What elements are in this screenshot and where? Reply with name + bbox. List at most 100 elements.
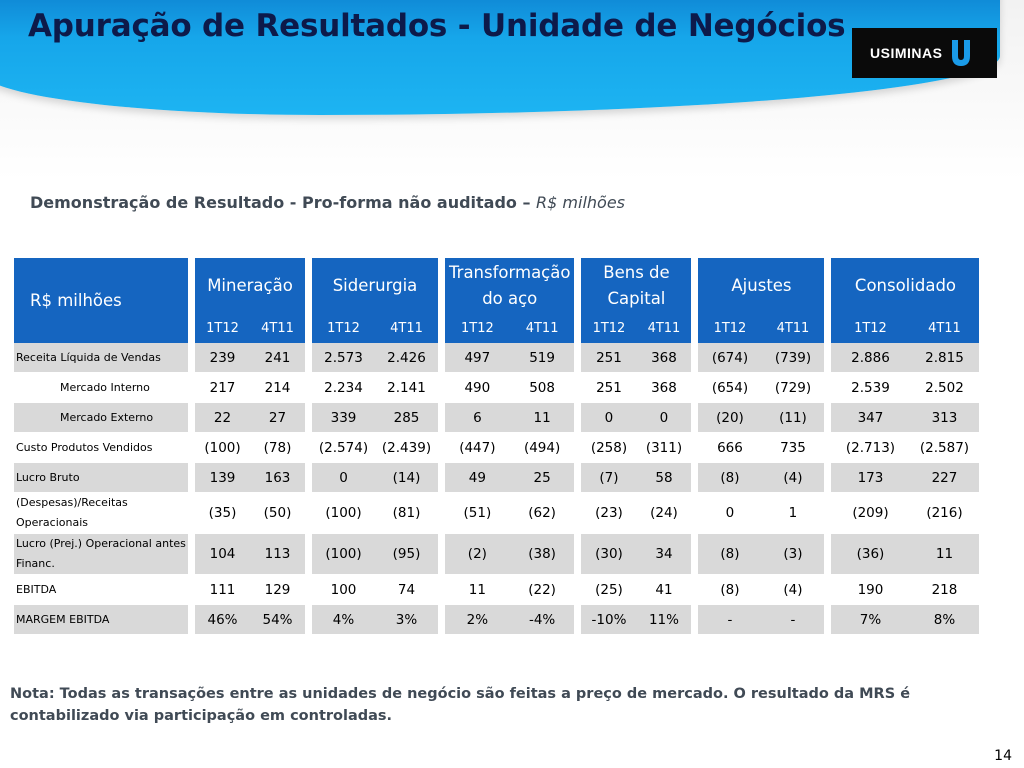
table-cell: (8) bbox=[698, 463, 762, 493]
table-subtitle: Demonstração de Resultado - Pro-forma nã… bbox=[30, 193, 625, 212]
table-cell: 129 bbox=[250, 575, 305, 605]
table-cell: 163 bbox=[250, 463, 305, 493]
table-cell: 54% bbox=[250, 605, 305, 635]
table-cell: (3) bbox=[761, 534, 825, 575]
table-cell: (38) bbox=[509, 534, 575, 575]
table-cell: - bbox=[698, 605, 762, 635]
period-header: 1T12 bbox=[195, 314, 250, 343]
table-row: Lucro Bruto 139 163 0 (14) 49 25 (7) 58 (8) (4) 173… bbox=[14, 463, 980, 493]
table-cell: 227 bbox=[909, 463, 980, 493]
table-cell: 104 bbox=[195, 534, 250, 575]
period-header: 1T12 bbox=[831, 314, 910, 343]
period-header: 4T11 bbox=[375, 314, 438, 343]
period-header: 1T12 bbox=[445, 314, 510, 343]
logo-u-mark-icon bbox=[950, 40, 972, 66]
table-cell: (81) bbox=[375, 493, 438, 534]
table-cell: (23) bbox=[581, 493, 637, 534]
table-cell: 7% bbox=[831, 605, 910, 635]
table-cell: 0 bbox=[312, 463, 375, 493]
group-header: Bens de Capital bbox=[581, 258, 692, 314]
table-cell: 251 bbox=[581, 373, 637, 403]
table-cell: 241 bbox=[250, 343, 305, 373]
table-cell: 214 bbox=[250, 373, 305, 403]
group-header: Ajustes bbox=[698, 258, 825, 314]
table-row: MARGEM EBITDA 46% 54% 4% 3% 2% -4% -10% 11% - -7% 8… bbox=[14, 605, 980, 635]
table-cell: (674) bbox=[698, 343, 762, 373]
table-cell: 4% bbox=[312, 605, 375, 635]
table-cell: (100) bbox=[195, 433, 250, 463]
period-header: 4T11 bbox=[250, 314, 305, 343]
table-cell: 2.141 bbox=[375, 373, 438, 403]
table-cell: (100) bbox=[312, 534, 375, 575]
table-cell: 8% bbox=[909, 605, 980, 635]
subtitle-unit: R$ milhões bbox=[536, 193, 626, 212]
table-cell: (25) bbox=[581, 575, 637, 605]
table-cell: 1 bbox=[761, 493, 825, 534]
table-cell: 34 bbox=[636, 534, 692, 575]
period-header: 4T11 bbox=[761, 314, 825, 343]
table-cell: 2.426 bbox=[375, 343, 438, 373]
table-cell: (209) bbox=[831, 493, 910, 534]
group-header: Consolidado bbox=[831, 258, 980, 314]
table-row: Mercado Interno 217 214 2.234 2.141 490 508 251… bbox=[14, 373, 980, 403]
group-header: Transformação do aço bbox=[445, 258, 575, 314]
table-cell: 2.573 bbox=[312, 343, 375, 373]
table-cell: (20) bbox=[698, 403, 762, 433]
row-label: Mercado Externo bbox=[14, 403, 188, 433]
results-table: R$ milhões Mineração Siderurgia Transfor… bbox=[14, 258, 980, 635]
table-cell: (654) bbox=[698, 373, 762, 403]
table-cell: 22 bbox=[195, 403, 250, 433]
table-cell: (36) bbox=[831, 534, 910, 575]
table-row: EBITDA 111 129 100 74 11 (22) (25) 41 (8) (4) 190 21… bbox=[14, 575, 980, 605]
table-cell: 218 bbox=[909, 575, 980, 605]
table-cell: (22) bbox=[509, 575, 575, 605]
page-number: 14 bbox=[994, 748, 1012, 764]
table-cell: 497 bbox=[445, 343, 510, 373]
table-header-groups: R$ milhões Mineração Siderurgia Transfor… bbox=[14, 258, 980, 343]
table-cell: (78) bbox=[250, 433, 305, 463]
table-cell: -10% bbox=[581, 605, 637, 635]
table-row: (Despesas)/Receitas Operacionais (35) (50)… bbox=[14, 493, 980, 534]
table-cell: 11% bbox=[636, 605, 692, 635]
table-cell: (50) bbox=[250, 493, 305, 534]
period-header: 1T12 bbox=[312, 314, 375, 343]
table-cell: (2) bbox=[445, 534, 510, 575]
table-cell: 113 bbox=[250, 534, 305, 575]
table-cell: 27 bbox=[250, 403, 305, 433]
table-cell: 74 bbox=[375, 575, 438, 605]
table-cell: (258) bbox=[581, 433, 637, 463]
row-label: EBITDA bbox=[14, 575, 188, 605]
table-cell: (447) bbox=[445, 433, 510, 463]
row-label: Lucro Bruto bbox=[14, 463, 188, 493]
table-cell: (24) bbox=[636, 493, 692, 534]
table-cell: 3% bbox=[375, 605, 438, 635]
table-cell: (14) bbox=[375, 463, 438, 493]
table-cell: 2.502 bbox=[909, 373, 980, 403]
table-cell: 239 bbox=[195, 343, 250, 373]
table-cell: (8) bbox=[698, 534, 762, 575]
table-cell: 217 bbox=[195, 373, 250, 403]
table-cell: (739) bbox=[761, 343, 825, 373]
period-header: 1T12 bbox=[698, 314, 762, 343]
table-cell: (729) bbox=[761, 373, 825, 403]
table-cell: 139 bbox=[195, 463, 250, 493]
table-cell: 58 bbox=[636, 463, 692, 493]
table-cell: 519 bbox=[509, 343, 575, 373]
table-cell: 0 bbox=[581, 403, 637, 433]
table-cell: (311) bbox=[636, 433, 692, 463]
table-row: Receita Líquida de Vendas 239 241 2.573 2.42… bbox=[14, 343, 980, 373]
table-cell: 2.234 bbox=[312, 373, 375, 403]
group-header: Siderurgia bbox=[312, 258, 438, 314]
subtitle-main: Demonstração de Resultado - Pro-forma nã… bbox=[30, 193, 537, 212]
row-label: Receita Líquida de Vendas bbox=[14, 343, 188, 373]
row-label: Lucro (Prej.) Operacional antes Financ. bbox=[14, 534, 188, 575]
table-cell: 490 bbox=[445, 373, 510, 403]
table-cell: 11 bbox=[445, 575, 510, 605]
period-header: 4T11 bbox=[909, 314, 980, 343]
table-cell: 347 bbox=[831, 403, 910, 433]
table-body: Receita Líquida de Vendas 239 241 2.573 2.42… bbox=[14, 343, 980, 635]
table-cell: (7) bbox=[581, 463, 637, 493]
table-cell: (95) bbox=[375, 534, 438, 575]
table-cell: 0 bbox=[636, 403, 692, 433]
table-cell: 368 bbox=[636, 343, 692, 373]
